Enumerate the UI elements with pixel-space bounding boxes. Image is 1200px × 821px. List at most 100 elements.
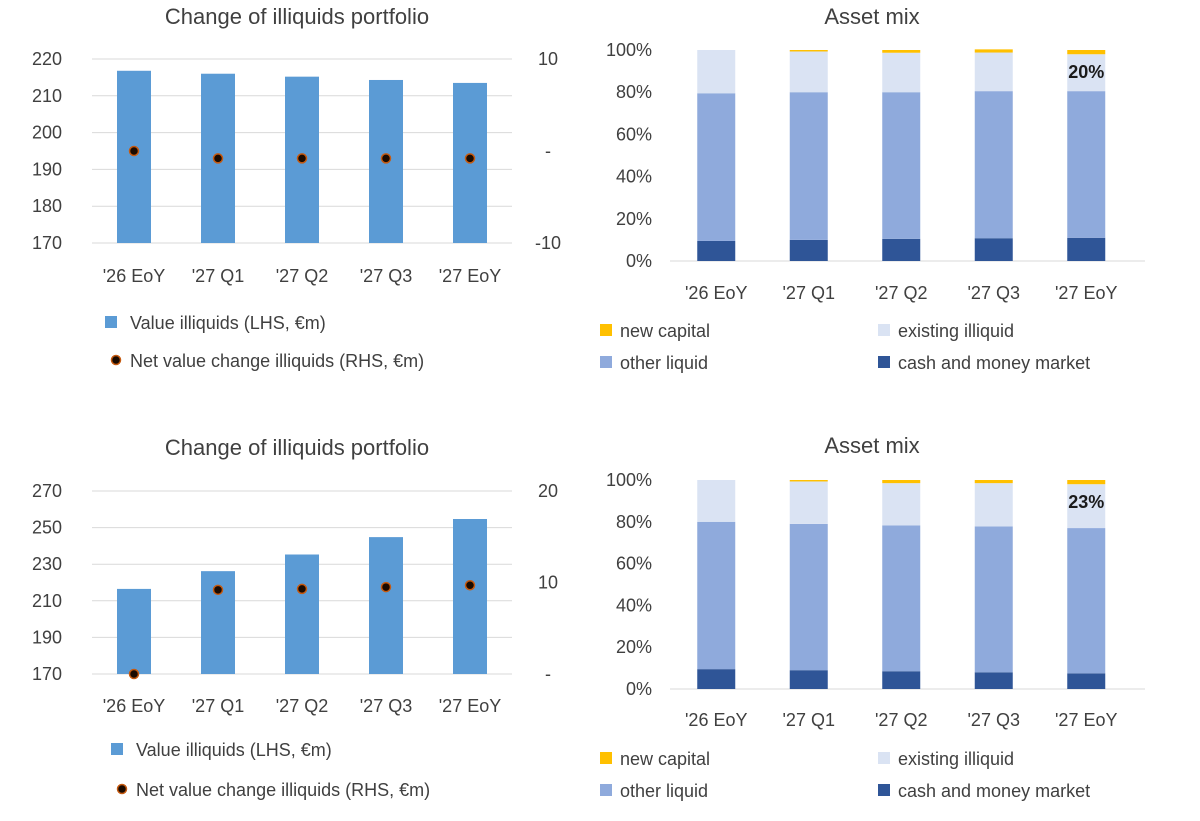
legend-swatch-net-value-change <box>110 354 122 366</box>
category-label: '27 EoY <box>439 266 501 286</box>
bar-value-illiquids <box>369 537 403 674</box>
category-label: '27 EoY <box>1055 710 1117 730</box>
dot-net-value-change <box>380 581 392 593</box>
category-label: '26 EoY <box>685 283 747 303</box>
y-axis-tick: 80% <box>616 512 652 532</box>
left-axis-tick: 210 <box>32 591 62 611</box>
bar-value-illiquids <box>285 554 319 674</box>
left-axis-tick: 170 <box>32 233 62 253</box>
legend-swatch-value-illiquids <box>111 743 123 755</box>
legend-label: Value illiquids (LHS, €m) <box>136 740 332 760</box>
right-axis-tick: - <box>545 664 551 684</box>
bar-value-illiquids <box>453 518 487 674</box>
bar-segment-new-capital <box>882 50 921 53</box>
bar-segment-cash-and-money-market <box>1067 237 1106 261</box>
left-axis-tick: 220 <box>32 49 62 69</box>
legend-swatch-other-liquid <box>600 784 612 796</box>
category-label: '27 Q3 <box>968 710 1020 730</box>
chart-title: Change of illiquids portfolio <box>165 4 429 29</box>
category-label: '26 EoY <box>103 696 165 716</box>
data-label-illiquid-share: 20% <box>1068 62 1104 82</box>
bar-segment-new-capital <box>974 480 1013 484</box>
dot-net-value-change <box>464 579 476 591</box>
left-axis-tick: 270 <box>32 481 62 501</box>
bar-segment-new-capital <box>789 50 828 52</box>
bar-segment-other-liquid <box>882 525 921 672</box>
bar-segment-existing-illiquid <box>789 51 828 93</box>
legend-swatch-existing-illiquid <box>878 324 890 336</box>
chart-title: Asset mix <box>824 4 919 29</box>
legend-label: existing illiquid <box>898 321 1014 341</box>
bar-segment-other-liquid <box>974 91 1013 239</box>
chart-illiquids-1: Change of illiquids portfolio 170 180 190 20… <box>32 4 561 371</box>
right-axis-tick: 10 <box>538 573 558 593</box>
y-axis-tick: 40% <box>616 167 652 187</box>
left-axis-tick: 190 <box>32 627 62 647</box>
chart-title: Change of illiquids portfolio <box>165 435 429 460</box>
left-axis-tick: 230 <box>32 554 62 574</box>
bar-segment-cash-and-money-market <box>697 669 736 689</box>
left-axis-tick: 180 <box>32 196 62 216</box>
y-axis-tick: 20% <box>616 637 652 657</box>
bar-value-illiquids <box>117 70 151 243</box>
bar-segment-other-liquid <box>974 526 1013 673</box>
bar-segment-existing-illiquid <box>1067 484 1106 529</box>
dot-net-value-change <box>464 153 476 164</box>
bar-segment-other-liquid <box>882 92 921 239</box>
bar-segment-other-liquid <box>1067 528 1106 674</box>
left-axis-tick: 200 <box>32 123 62 143</box>
category-label: '27 Q3 <box>360 696 412 716</box>
legend-swatch-new-capital <box>600 752 612 764</box>
right-axis-tick: - <box>545 141 551 161</box>
bar-segment-new-capital <box>789 480 828 482</box>
bar-segment-other-liquid <box>697 93 736 241</box>
legend-label: cash and money market <box>898 353 1090 373</box>
legend-swatch-net-value-change <box>116 783 128 795</box>
category-label: '27 Q1 <box>783 710 835 730</box>
bar-segment-other-liquid <box>789 92 828 240</box>
bar-segment-cash-and-money-market <box>697 240 736 261</box>
bar-segment-existing-illiquid <box>789 481 828 524</box>
category-label: '27 Q2 <box>875 283 927 303</box>
left-axis-tick: 170 <box>32 664 62 684</box>
legend-label: existing illiquid <box>898 749 1014 769</box>
category-label: '27 Q1 <box>192 266 244 286</box>
category-label: '27 Q2 <box>276 696 328 716</box>
legend-swatch-cash-and-money-market <box>878 784 890 796</box>
legend-swatch-existing-illiquid <box>878 752 890 764</box>
bar-value-illiquids <box>117 588 151 674</box>
legend-swatch-cash-and-money-market <box>878 356 890 368</box>
y-axis-tick: 0% <box>626 251 652 271</box>
category-label: '27 Q3 <box>360 266 412 286</box>
bar-segment-existing-illiquid <box>1067 54 1106 92</box>
dot-net-value-change <box>380 153 392 164</box>
dot-net-value-change <box>128 668 140 680</box>
category-label: '27 Q3 <box>968 283 1020 303</box>
bar-segment-existing-illiquid <box>974 483 1013 527</box>
left-axis-tick: 210 <box>32 86 62 106</box>
category-label: '27 Q1 <box>192 696 244 716</box>
dot-net-value-change <box>296 153 308 164</box>
category-label: '27 Q2 <box>276 266 328 286</box>
dot-net-value-change <box>296 583 308 595</box>
left-axis-tick: 250 <box>32 518 62 538</box>
legend-label: cash and money market <box>898 781 1090 801</box>
legend-label: Net value change illiquids (RHS, €m) <box>136 780 430 800</box>
chart-assetmix-2: Asset mix 0% 20% 40% 60% 80% 100% '26 EoY '27 Q1… <box>600 433 1145 801</box>
right-axis-tick: -10 <box>535 233 561 253</box>
bar-segment-other-liquid <box>697 521 736 670</box>
dot-net-value-change <box>212 153 224 164</box>
category-label: '26 EoY <box>103 266 165 286</box>
y-axis-tick: 80% <box>616 82 652 102</box>
bar-segment-cash-and-money-market <box>1067 673 1106 689</box>
right-axis-tick: 10 <box>538 49 558 69</box>
right-axis-tick: 20 <box>538 481 558 501</box>
y-axis-tick: 60% <box>616 554 652 574</box>
category-label: '27 Q1 <box>783 283 835 303</box>
bar-segment-new-capital <box>1067 50 1106 55</box>
bar-segment-existing-illiquid <box>697 50 736 94</box>
legend-label: Net value change illiquids (RHS, €m) <box>130 351 424 371</box>
y-axis-tick: 20% <box>616 209 652 229</box>
bar-segment-other-liquid <box>789 523 828 671</box>
